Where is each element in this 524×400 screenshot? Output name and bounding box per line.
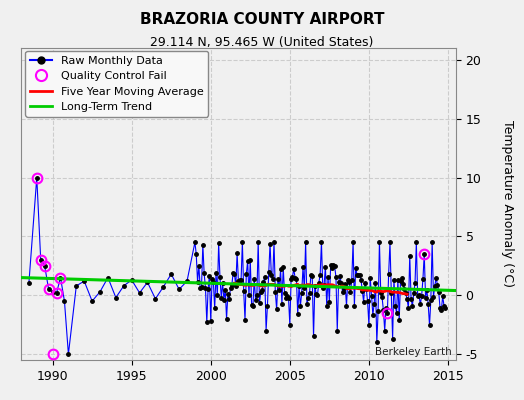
Legend: Raw Monthly Data, Quality Control Fail, Five Year Moving Average, Long-Term Tren: Raw Monthly Data, Quality Control Fail, … [25,51,208,117]
Text: Berkeley Earth: Berkeley Earth [375,347,452,357]
Y-axis label: Temperature Anomaly (°C): Temperature Anomaly (°C) [501,120,514,288]
Text: 29.114 N, 95.465 W (United States): 29.114 N, 95.465 W (United States) [150,36,374,49]
Text: BRAZORIA COUNTY AIRPORT: BRAZORIA COUNTY AIRPORT [140,12,384,27]
